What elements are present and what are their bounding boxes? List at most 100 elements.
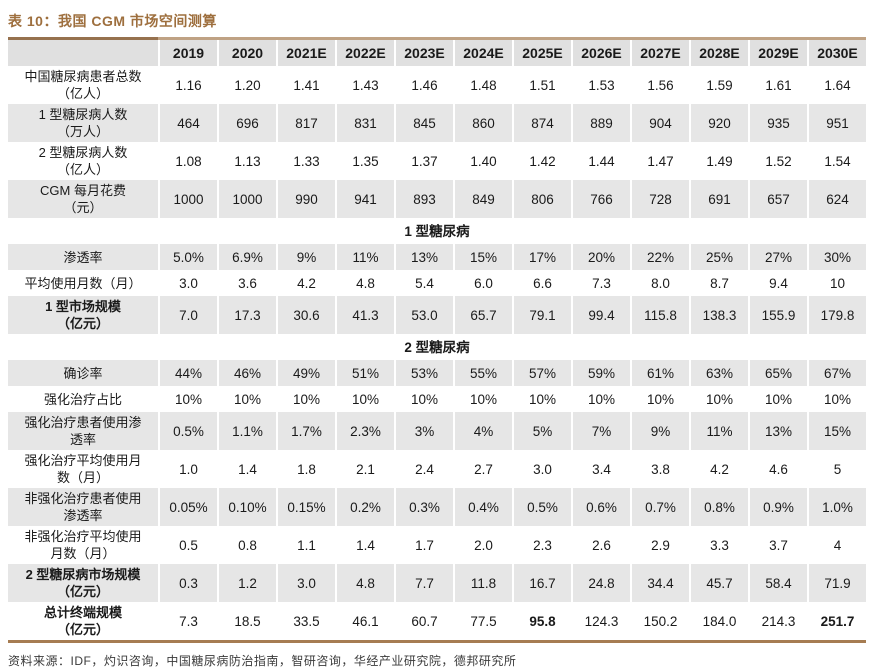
value-cell: 10%	[453, 386, 512, 412]
row-label: 中国糖尿病患者总数 （亿人）	[24, 69, 142, 101]
value-cell: 1.42	[512, 142, 571, 180]
value-cell: 4.8	[335, 270, 394, 296]
value-cell: 18.5	[217, 602, 276, 640]
value-cell: 1.37	[394, 142, 453, 180]
value-cell: 1.7	[394, 526, 453, 564]
value-cell: 1.51	[512, 66, 571, 104]
value-cell: 766	[571, 180, 630, 218]
value-cell: 0.7%	[630, 488, 689, 526]
value-cell: 817	[276, 104, 335, 142]
value-cell: 7.7	[394, 564, 453, 602]
value-cell: 4.6	[748, 450, 807, 488]
value-cell: 65.7	[453, 296, 512, 334]
value-cell: 79.1	[512, 296, 571, 334]
value-cell: 10%	[748, 386, 807, 412]
value-cell: 7.3	[571, 270, 630, 296]
value-cell: 41.3	[335, 296, 394, 334]
value-cell: 16.7	[512, 564, 571, 602]
row-label: 强化治疗患者使用渗 透率	[24, 415, 142, 447]
value-cell: 46%	[217, 360, 276, 386]
table-header-row: 2019 2020 2021E 2022E 2023E 2024E 2025E 2026E 20…	[8, 40, 866, 66]
column-header: 2028E	[689, 40, 748, 66]
value-cell: 67%	[807, 360, 866, 386]
value-cell: 3.7	[748, 526, 807, 564]
section-header-label: 2 型糖尿病	[404, 339, 470, 355]
value-cell: 155.9	[748, 296, 807, 334]
table-row: 1 型市场规模 （亿元） 7.0 17.3 30.6 41.3 53.0 65.7 79.1 9…	[8, 296, 866, 334]
value-cell: 1000	[217, 180, 276, 218]
value-cell: 4%	[453, 412, 512, 450]
value-cell: 4	[807, 526, 866, 564]
value-cell: 77.5	[453, 602, 512, 640]
value-cell: 1.41	[276, 66, 335, 104]
value-cell: 4.2	[689, 450, 748, 488]
value-cell: 889	[571, 104, 630, 142]
value-cell: 951	[807, 104, 866, 142]
value-cell: 11%	[335, 244, 394, 270]
column-header: 2023E	[394, 40, 453, 66]
table-row: 强化治疗患者使用渗 透率 0.5% 1.1% 1.7% 2.3% 3% 4% 5% 7% 9% 11…	[8, 412, 866, 450]
row-label: CGM 每月花费 （元）	[40, 183, 126, 215]
value-cell: 59%	[571, 360, 630, 386]
value-cell: 1.08	[158, 142, 217, 180]
value-cell: 51%	[335, 360, 394, 386]
table-row: 2 型糖尿病市场规模 （亿元） 0.3 1.2 3.0 4.8 7.7 11.8 16.7 24…	[8, 564, 866, 602]
value-cell: 1.54	[807, 142, 866, 180]
value-cell: 7.0	[158, 296, 217, 334]
table-row: 渗透率 5.0% 6.9% 9% 11% 13% 15% 17% 20% 22% 25% 27% 30%	[8, 244, 866, 270]
value-cell: 4.2	[276, 270, 335, 296]
value-cell: 8.0	[630, 270, 689, 296]
value-cell: 728	[630, 180, 689, 218]
value-cell: 3.4	[571, 450, 630, 488]
value-cell: 941	[335, 180, 394, 218]
value-cell: 3.8	[630, 450, 689, 488]
value-cell: 99.4	[571, 296, 630, 334]
table-row: 非强化治疗平均使用 月数（月） 0.5 0.8 1.1 1.4 1.7 2.0 2.3 2.6 2…	[8, 526, 866, 564]
value-cell: 9.4	[748, 270, 807, 296]
table-body: 中国糖尿病患者总数 （亿人） 1.16 1.20 1.41 1.43 1.46 1.48 1.…	[8, 66, 866, 640]
value-cell: 30.6	[276, 296, 335, 334]
value-cell: 1.64	[807, 66, 866, 104]
value-cell: 1.7%	[276, 412, 335, 450]
value-cell: 1.35	[335, 142, 394, 180]
value-cell: 10%	[276, 386, 335, 412]
value-cell: 2.3	[512, 526, 571, 564]
value-cell: 1.40	[453, 142, 512, 180]
value-cell: 1.56	[630, 66, 689, 104]
value-cell: 150.2	[630, 602, 689, 640]
value-cell: 10%	[689, 386, 748, 412]
value-cell: 1.47	[630, 142, 689, 180]
value-cell: 25%	[689, 244, 748, 270]
value-cell: 1.33	[276, 142, 335, 180]
column-header: 2027E	[630, 40, 689, 66]
value-cell: 0.2%	[335, 488, 394, 526]
table-title: 表 10：我国 CGM 市场空间测算	[8, 13, 217, 29]
value-cell: 13%	[394, 244, 453, 270]
value-cell: 60.7	[394, 602, 453, 640]
section-header-row: 1 型糖尿病	[8, 218, 866, 244]
value-cell: 3.0	[158, 270, 217, 296]
value-cell: 1.13	[217, 142, 276, 180]
row-label: 确诊率	[63, 365, 103, 381]
value-cell: 2.4	[394, 450, 453, 488]
value-cell: 45.7	[689, 564, 748, 602]
value-cell: 1.0%	[807, 488, 866, 526]
value-cell: 10%	[571, 386, 630, 412]
value-cell: 33.5	[276, 602, 335, 640]
value-cell: 10%	[158, 386, 217, 412]
value-cell: 1.49	[689, 142, 748, 180]
value-cell: 0.9%	[748, 488, 807, 526]
value-cell: 6.6	[512, 270, 571, 296]
value-cell: 3%	[394, 412, 453, 450]
table-row: CGM 每月花费 （元） 1000 1000 990 941 893 849 806 766 72…	[8, 180, 866, 218]
value-cell: 17%	[512, 244, 571, 270]
value-cell: 24.8	[571, 564, 630, 602]
value-cell: 1.61	[748, 66, 807, 104]
value-cell: 935	[748, 104, 807, 142]
value-cell: 57%	[512, 360, 571, 386]
value-cell: 13%	[748, 412, 807, 450]
value-cell: 831	[335, 104, 394, 142]
value-cell: 0.5%	[158, 412, 217, 450]
value-cell: 115.8	[630, 296, 689, 334]
